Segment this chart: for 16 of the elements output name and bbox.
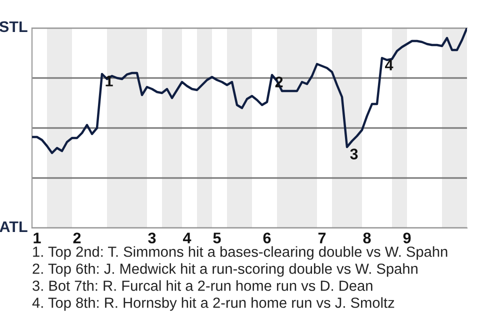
text: ATL xyxy=(0,221,28,232)
x-tick-label: 6 xyxy=(263,232,271,244)
text: 3. Bot 7th: R. Furcal hit a 2-run home run vs D. Dean xyxy=(32,280,372,291)
annotation: 3 xyxy=(350,148,358,160)
x-tick-label: 3 xyxy=(148,232,156,244)
annotation: 4 xyxy=(385,60,394,70)
text: 4. Top 8th: R. Hornsby hit a 2-run home run vs J. Smoltz xyxy=(32,297,394,311)
x-tick-label: 9 xyxy=(403,232,411,244)
x-tick-label: 4 xyxy=(182,232,192,244)
x-tick-label: 5 xyxy=(213,232,221,244)
x-tick-label: 8 xyxy=(363,232,371,244)
x-tick-label: 7 xyxy=(318,232,326,244)
x-tick-label: 1 xyxy=(34,232,41,244)
text: 2. Top 6th: J. Medwick hit a run-scoring double vs W. Spahn xyxy=(32,263,418,277)
x-tick-label: 2 xyxy=(73,232,81,244)
text: 1. Top 2nd: T. Simmons hit a bases-clearing double vs W. Spahn xyxy=(33,246,448,260)
